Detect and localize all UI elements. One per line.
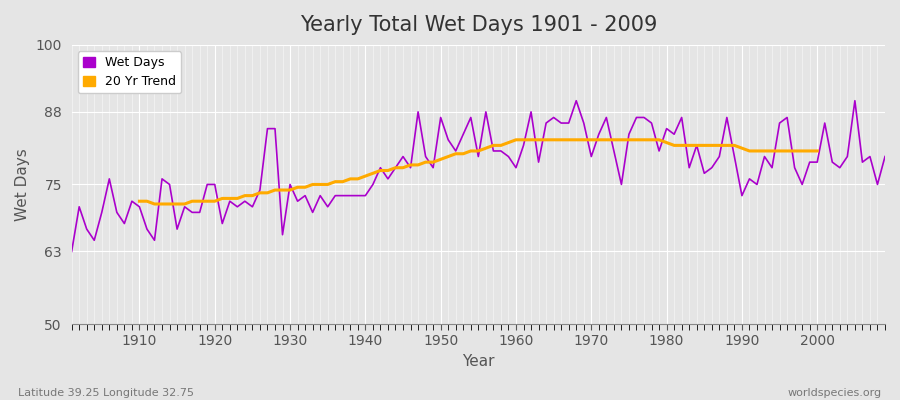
Wet Days <box>127 199 138 204</box>
20 Yr Trend <box>134 199 145 204</box>
20 Yr Trend <box>722 143 733 148</box>
Wet Days <box>338 193 348 198</box>
20 Yr Trend <box>510 137 521 142</box>
Wet Days <box>879 154 890 159</box>
Text: Latitude 39.25 Longitude 32.75: Latitude 39.25 Longitude 32.75 <box>18 388 194 398</box>
Text: worldspecies.org: worldspecies.org <box>788 388 882 398</box>
20 Yr Trend <box>224 196 235 201</box>
20 Yr Trend <box>812 148 823 153</box>
Wet Days <box>510 165 521 170</box>
Line: 20 Yr Trend: 20 Yr Trend <box>140 140 817 204</box>
Wet Days <box>571 98 581 103</box>
X-axis label: Year: Year <box>462 354 495 369</box>
20 Yr Trend <box>149 202 160 206</box>
20 Yr Trend <box>300 185 310 190</box>
Wet Days <box>503 154 514 159</box>
Legend: Wet Days, 20 Yr Trend: Wet Days, 20 Yr Trend <box>78 51 182 93</box>
Wet Days <box>67 249 77 254</box>
20 Yr Trend <box>315 182 326 187</box>
Y-axis label: Wet Days: Wet Days <box>15 148 30 221</box>
Wet Days <box>292 199 303 204</box>
20 Yr Trend <box>541 137 552 142</box>
Wet Days <box>608 148 619 153</box>
20 Yr Trend <box>805 148 815 153</box>
Title: Yearly Total Wet Days 1901 - 2009: Yearly Total Wet Days 1901 - 2009 <box>300 15 657 35</box>
Line: Wet Days: Wet Days <box>72 101 885 252</box>
